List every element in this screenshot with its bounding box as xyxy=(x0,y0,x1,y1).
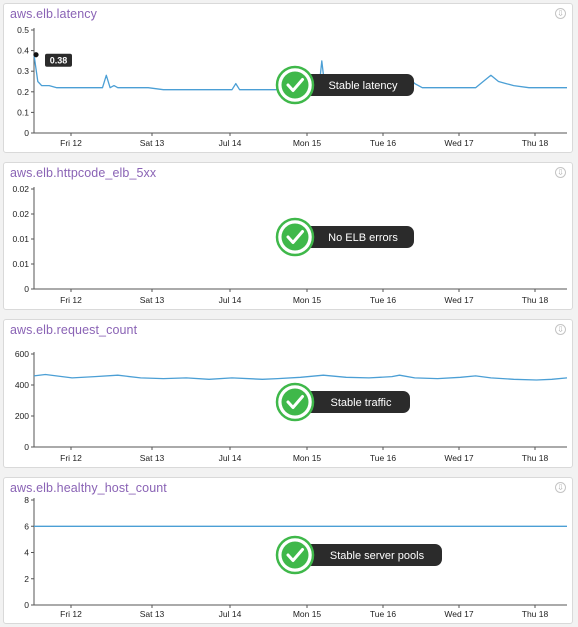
x-tick-label: Fri 12 xyxy=(60,138,82,148)
x-tick-label: Jul 14 xyxy=(219,138,242,148)
checkmark-icon xyxy=(286,78,304,92)
y-tick-label: 0.1 xyxy=(17,107,29,117)
panel-title: aws.elb.request_count xyxy=(10,323,138,337)
annotation-label-bg xyxy=(290,226,414,248)
y-tick-label: 0 xyxy=(24,442,29,452)
latency-chart: 0 0.1 0.2 0.3 0.4 0.5 Fri 12 Sat 13 Jul 14 Mon 15… xyxy=(17,25,567,148)
y-tick-label: 200 xyxy=(15,411,29,421)
request-count-panel: aws.elb.request_count ⇩ 0 200 400 600 Fri 12… xyxy=(3,319,573,468)
y-tick-label: 0.02 xyxy=(12,209,29,219)
y-tick-label: 600 xyxy=(15,349,29,359)
x-tick-label: Thu 18 xyxy=(522,453,549,463)
annotation-label: No ELB errors xyxy=(328,232,398,244)
elb-5xx-chart: 0 0.01 0.01 0.02 0.02 Fri 12 Sat 13 Jul 14 Mon 1… xyxy=(12,184,567,305)
x-tick-label: Mon 15 xyxy=(293,138,322,148)
x-tick-label: Thu 18 xyxy=(522,138,549,148)
annotation-label: Stable server pools xyxy=(330,550,425,562)
checkmark-icon xyxy=(286,230,304,244)
y-tick-label: 0 xyxy=(24,128,29,138)
x-tick-label: Sat 13 xyxy=(140,295,165,305)
download-icon[interactable]: ⇩ xyxy=(555,482,566,493)
x-tick-label: Tue 16 xyxy=(370,453,396,463)
panel-title: aws.elb.latency xyxy=(10,7,97,21)
x-tick-label: Tue 16 xyxy=(370,609,396,619)
tooltip-point xyxy=(33,52,39,58)
x-tick-label: Mon 15 xyxy=(293,453,322,463)
healthy-host-panel: aws.elb.healthy_host_count ⇩ 0 2 4 6 8 Fri 12… xyxy=(3,477,573,624)
x-tick-label: Thu 18 xyxy=(522,609,549,619)
x-tick-label: Fri 12 xyxy=(60,609,82,619)
y-tick-label: 0.01 xyxy=(12,234,29,244)
panel-title: aws.elb.httpcode_elb_5xx xyxy=(10,166,157,180)
checkmark-icon xyxy=(286,548,304,562)
checkmark-icon xyxy=(286,395,304,409)
series-line xyxy=(33,373,568,381)
series-line xyxy=(33,54,567,91)
download-icon[interactable]: ⇩ xyxy=(555,324,566,335)
annotation-label-bg xyxy=(290,544,442,566)
y-tick-label: 0.02 xyxy=(12,184,29,194)
x-tick-label: Sat 13 xyxy=(140,453,165,463)
panel-title: aws.elb.healthy_host_count xyxy=(10,481,167,495)
x-tick-label: Fri 12 xyxy=(60,295,82,305)
annotation-label: Stable traffic xyxy=(331,397,392,409)
y-tick-label: 0.01 xyxy=(12,259,29,269)
y-tick-label: 4 xyxy=(24,548,29,558)
x-tick-label: Sat 13 xyxy=(140,138,165,148)
x-tick-label: Jul 14 xyxy=(219,295,242,305)
y-tick-label: 0.2 xyxy=(17,87,29,97)
x-tick-label: Mon 15 xyxy=(293,609,322,619)
annotation-label: Stable latency xyxy=(328,80,398,92)
x-tick-label: Jul 14 xyxy=(219,453,242,463)
x-tick-label: Wed 17 xyxy=(444,609,473,619)
download-icon[interactable]: ⇩ xyxy=(555,167,566,178)
x-tick-label: Mon 15 xyxy=(293,295,322,305)
x-tick-label: Wed 17 xyxy=(444,138,473,148)
check-circle-inner xyxy=(281,71,309,99)
y-tick-label: 6 xyxy=(24,521,29,531)
latency-panel: aws.elb.latency ⇩ 0 0.1 0.2 0.3 0.4 0.5 Fri 12… xyxy=(3,3,573,153)
x-tick-label: Jul 14 xyxy=(219,609,242,619)
x-tick-label: Tue 16 xyxy=(370,138,396,148)
request-count-chart: 0 200 400 600 Fri 12 Sat 13 Jul 14 Mon 15 Tue 16… xyxy=(15,349,568,463)
check-circle-inner xyxy=(281,541,309,569)
x-tick-label: Sat 13 xyxy=(140,609,165,619)
tooltip-value: 0.38 xyxy=(50,56,68,66)
download-icon[interactable]: ⇩ xyxy=(555,8,566,19)
y-tick-label: 0.5 xyxy=(17,25,29,35)
y-tick-label: 0 xyxy=(24,600,29,610)
annotation-label-bg xyxy=(290,74,414,96)
x-tick-label: Thu 18 xyxy=(522,295,549,305)
annotation-label-bg xyxy=(290,391,410,413)
check-circle-inner xyxy=(281,223,309,251)
healthy-host-chart: 0 2 4 6 8 Fri 12 Sat 13 Jul 14 Mon 15 Tue 16 Wed 1… xyxy=(24,495,567,619)
y-tick-label: 0 xyxy=(24,284,29,294)
y-tick-label: 8 xyxy=(24,495,29,505)
y-tick-label: 2 xyxy=(24,574,29,584)
x-tick-label: Fri 12 xyxy=(60,453,82,463)
tooltip-box xyxy=(45,53,72,67)
y-tick-label: 400 xyxy=(15,380,29,390)
elb-5xx-panel: aws.elb.httpcode_elb_5xx ⇩ 0 0.01 0.01 0.02… xyxy=(3,162,573,310)
x-tick-label: Wed 17 xyxy=(444,453,473,463)
y-tick-label: 0.4 xyxy=(17,46,29,56)
x-tick-label: Wed 17 xyxy=(444,295,473,305)
check-circle-inner xyxy=(281,388,309,416)
x-tick-label: Tue 16 xyxy=(370,295,396,305)
y-tick-label: 0.3 xyxy=(17,66,29,76)
